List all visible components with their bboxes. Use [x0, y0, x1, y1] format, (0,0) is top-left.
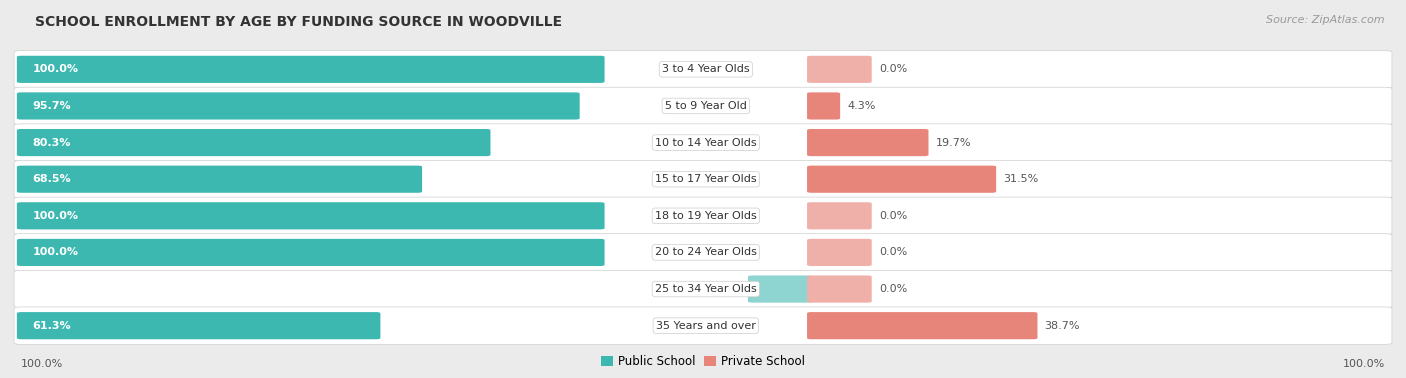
Text: 31.5%: 31.5% [1004, 174, 1039, 184]
FancyBboxPatch shape [17, 166, 422, 193]
Text: 25 to 34 Year Olds: 25 to 34 Year Olds [655, 284, 756, 294]
Text: 20 to 24 Year Olds: 20 to 24 Year Olds [655, 248, 756, 257]
Text: 100.0%: 100.0% [32, 211, 79, 221]
FancyBboxPatch shape [14, 87, 1392, 125]
Text: 38.7%: 38.7% [1045, 321, 1080, 331]
Text: 0.0%: 0.0% [717, 284, 745, 294]
FancyBboxPatch shape [17, 92, 579, 119]
FancyBboxPatch shape [17, 129, 491, 156]
Text: 5 to 9 Year Old: 5 to 9 Year Old [665, 101, 747, 111]
Text: 18 to 19 Year Olds: 18 to 19 Year Olds [655, 211, 756, 221]
FancyBboxPatch shape [807, 276, 872, 303]
Legend: Public School, Private School: Public School, Private School [600, 355, 806, 368]
Text: 100.0%: 100.0% [32, 248, 79, 257]
Text: 10 to 14 Year Olds: 10 to 14 Year Olds [655, 138, 756, 147]
FancyBboxPatch shape [14, 307, 1392, 344]
FancyBboxPatch shape [17, 312, 381, 339]
FancyBboxPatch shape [807, 312, 1038, 339]
FancyBboxPatch shape [17, 56, 605, 83]
Text: 15 to 17 Year Olds: 15 to 17 Year Olds [655, 174, 756, 184]
FancyBboxPatch shape [17, 239, 605, 266]
Text: 0.0%: 0.0% [879, 248, 907, 257]
FancyBboxPatch shape [14, 51, 1392, 88]
FancyBboxPatch shape [807, 129, 928, 156]
FancyBboxPatch shape [748, 276, 813, 303]
FancyBboxPatch shape [807, 239, 872, 266]
Text: 68.5%: 68.5% [32, 174, 70, 184]
Text: 100.0%: 100.0% [32, 64, 79, 74]
FancyBboxPatch shape [807, 202, 872, 229]
FancyBboxPatch shape [14, 160, 1392, 198]
Text: 35 Years and over: 35 Years and over [655, 321, 756, 331]
Text: 19.7%: 19.7% [935, 138, 972, 147]
Text: 95.7%: 95.7% [32, 101, 70, 111]
FancyBboxPatch shape [807, 92, 841, 119]
Text: 3 to 4 Year Olds: 3 to 4 Year Olds [662, 64, 749, 74]
FancyBboxPatch shape [807, 166, 997, 193]
FancyBboxPatch shape [14, 234, 1392, 271]
FancyBboxPatch shape [14, 270, 1392, 308]
Text: Source: ZipAtlas.com: Source: ZipAtlas.com [1267, 15, 1385, 25]
Text: 4.3%: 4.3% [848, 101, 876, 111]
Text: 80.3%: 80.3% [32, 138, 70, 147]
FancyBboxPatch shape [17, 202, 605, 229]
Text: 100.0%: 100.0% [21, 359, 63, 369]
Text: SCHOOL ENROLLMENT BY AGE BY FUNDING SOURCE IN WOODVILLE: SCHOOL ENROLLMENT BY AGE BY FUNDING SOUR… [35, 15, 562, 29]
Text: 100.0%: 100.0% [1343, 359, 1385, 369]
FancyBboxPatch shape [14, 197, 1392, 234]
Text: 0.0%: 0.0% [879, 211, 907, 221]
Text: 61.3%: 61.3% [32, 321, 70, 331]
Text: 0.0%: 0.0% [879, 64, 907, 74]
FancyBboxPatch shape [14, 124, 1392, 161]
Text: 0.0%: 0.0% [879, 284, 907, 294]
FancyBboxPatch shape [807, 56, 872, 83]
